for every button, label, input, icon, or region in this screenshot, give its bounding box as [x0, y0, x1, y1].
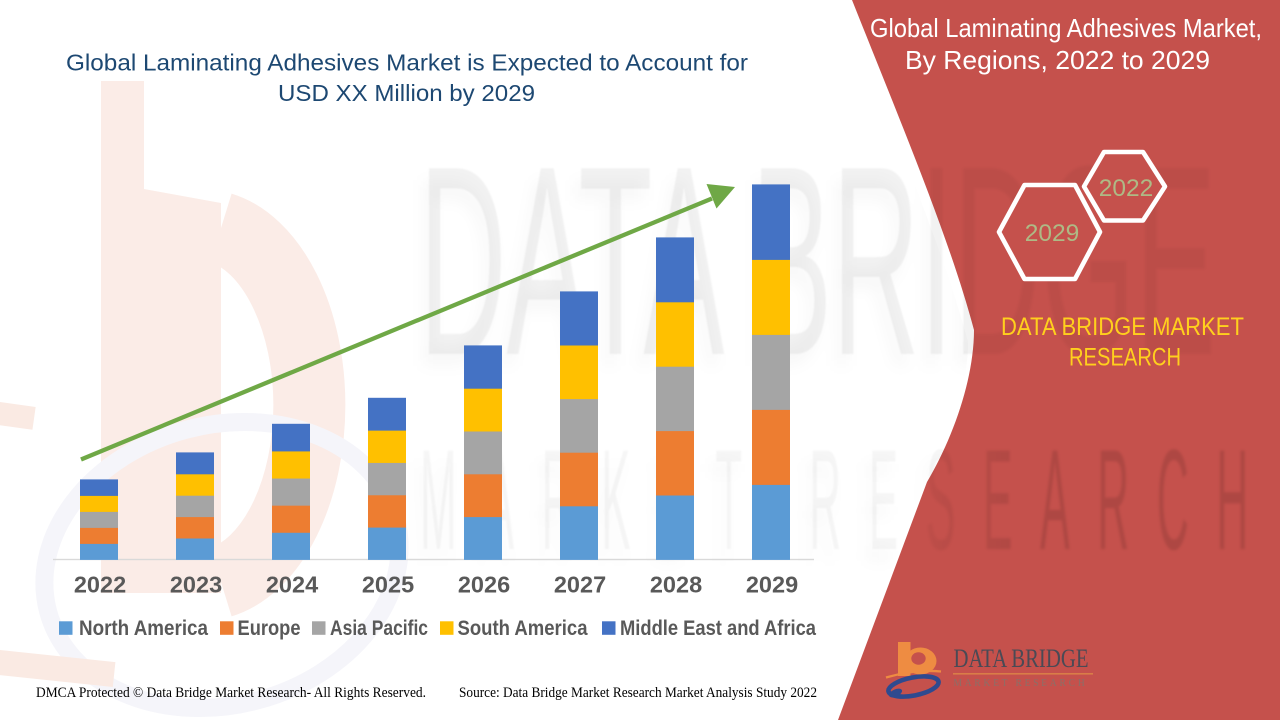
svg-text:2029: 2029 [1025, 220, 1080, 247]
svg-text:DATA BRIDGE: DATA BRIDGE [954, 644, 1089, 673]
svg-text:2027: 2027 [554, 572, 606, 598]
svg-text:Source: Data Bridge Market Res: Source: Data Bridge Market Research Mark… [459, 685, 817, 701]
svg-text:2022: 2022 [74, 572, 126, 598]
svg-text:2028: 2028 [650, 572, 702, 598]
svg-text:DATA BRIDGE MARKET: DATA BRIDGE MARKET [1001, 313, 1244, 341]
svg-text:2026: 2026 [458, 572, 510, 598]
svg-text:2029: 2029 [746, 572, 798, 598]
svg-text:2022: 2022 [1099, 175, 1154, 202]
svg-text:USD XX Million by 2029: USD XX Million by 2029 [278, 80, 535, 106]
svg-text:By Regions, 2022 to 2029: By Regions, 2022 to 2029 [905, 45, 1210, 75]
svg-text:RESEARCH: RESEARCH [1069, 344, 1181, 372]
svg-text:MARKET RESEARCH: MARKET RESEARCH [954, 678, 1088, 689]
svg-text:Middle East and Africa: Middle East and Africa [620, 617, 816, 640]
svg-text:Asia Pacific: Asia Pacific [330, 617, 428, 640]
svg-text:Global Laminating Adhesives Ma: Global Laminating Adhesives Market, [870, 13, 1262, 43]
svg-text:South America: South America [458, 617, 588, 640]
svg-text:2025: 2025 [362, 572, 414, 598]
svg-text:North America: North America [79, 617, 208, 640]
svg-text:2023: 2023 [170, 572, 222, 598]
svg-text:Europe: Europe [238, 617, 301, 640]
svg-text:Global Laminating Adhesives Ma: Global Laminating Adhesives Market is Ex… [66, 50, 748, 76]
svg-text:2024: 2024 [266, 572, 318, 598]
svg-text:DMCA Protected © Data Bridge M: DMCA Protected © Data Bridge Market Rese… [36, 685, 426, 701]
